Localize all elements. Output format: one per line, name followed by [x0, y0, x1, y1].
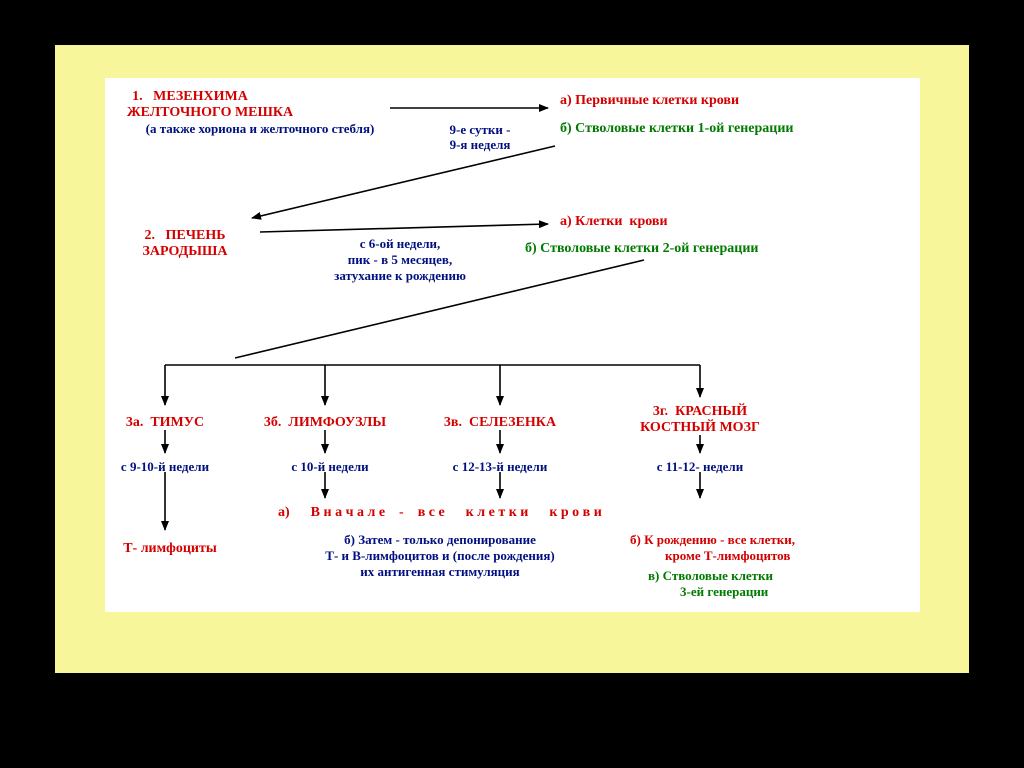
node-r1b: б) Стволовые клетки 1-ой генерации	[560, 120, 793, 138]
node-n1t2: ЖЕЛТОЧНОГО МЕШКА	[0, 104, 460, 122]
node-ba: а) В н а ч а л е - в с е к л е т к и к р…	[278, 504, 602, 522]
node-n1t1: 1. МЕЗЕНХИМА	[0, 88, 440, 106]
node-lab2c: затухание к рождению	[150, 268, 650, 284]
node-bv1: в) Стволовые клетки	[648, 568, 773, 584]
node-bb3: их антигенная стимуляция	[190, 564, 690, 580]
node-n3d2: КОСТНЫЙ МОЗГ	[450, 419, 950, 437]
page-root: 1. МЕЗЕНХИМАЖЕЛТОЧНОГО МЕШКА(а также хор…	[0, 0, 1024, 768]
node-r1a: а) Первичные клетки крови	[560, 92, 739, 110]
node-bk2: кроме Т-лимфоцитов	[665, 548, 790, 564]
node-r2a: а) Клетки крови	[560, 213, 668, 231]
node-bk1: б) К рождению - все клетки,	[630, 532, 795, 548]
node-bb1: б) Затем - только депонирование	[190, 532, 690, 548]
node-r2b: б) Стволовые клетки 2-ой генерации	[525, 240, 758, 258]
node-bv2: 3-ей генерации	[680, 584, 768, 600]
node-w3d: с 11-12- недели	[450, 459, 950, 475]
node-n3d1: 3г. КРАСНЫЙ	[450, 403, 950, 421]
node-lab1b: 9-я неделя	[230, 137, 730, 153]
node-bb2: Т- и В-лимфоцитов и (после рождения)	[190, 548, 690, 564]
